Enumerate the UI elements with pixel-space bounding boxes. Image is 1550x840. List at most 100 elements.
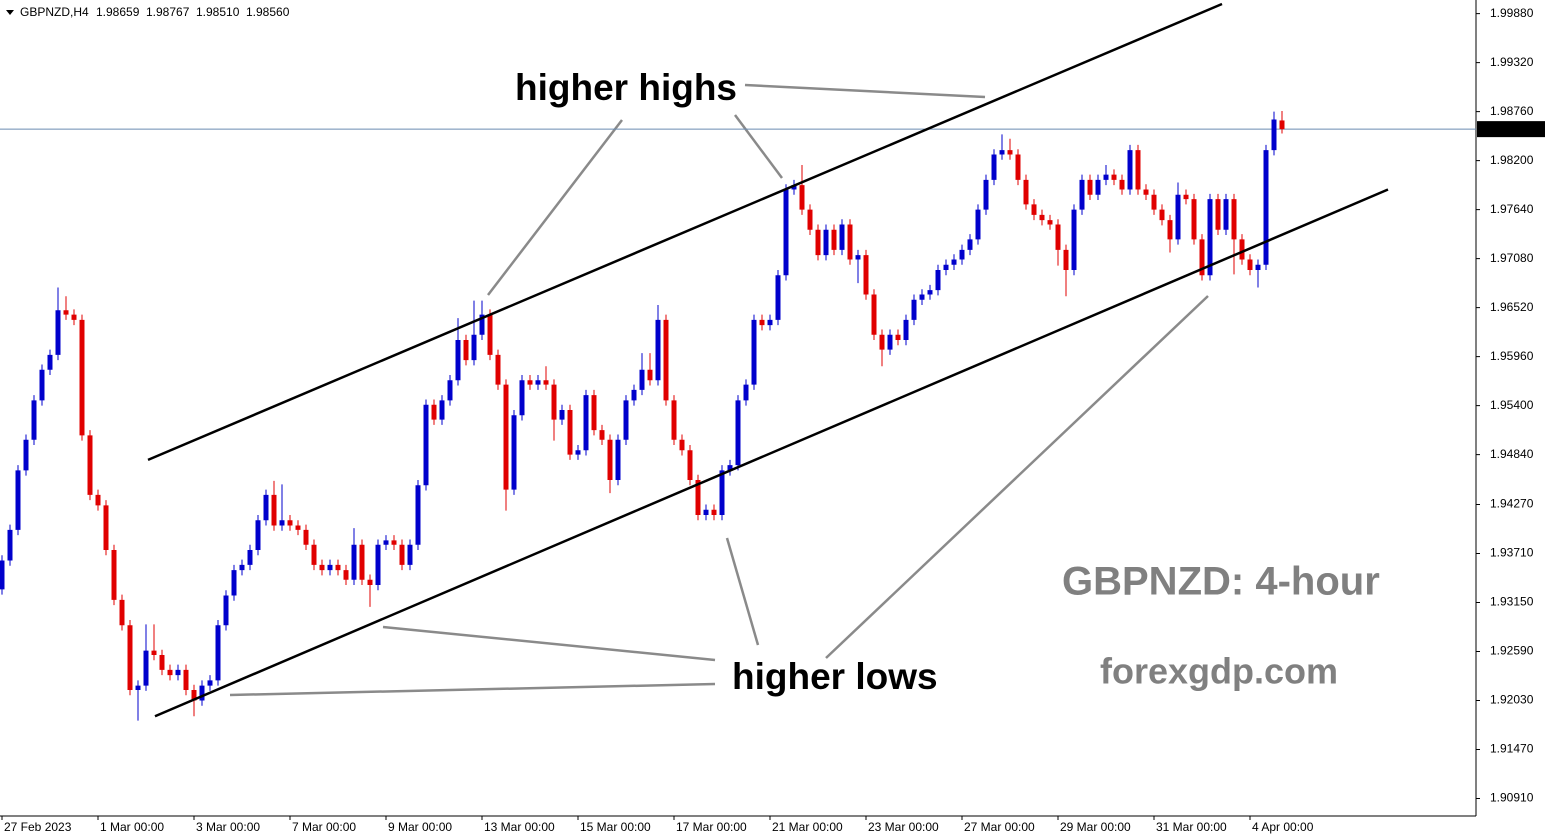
candle-body [375, 544, 381, 585]
x-tick-label: 4 Apr 00:00 [1252, 820, 1314, 834]
candle-body [367, 579, 373, 585]
candle-body [607, 439, 613, 480]
candle-body [0, 560, 5, 590]
candle-body [239, 564, 245, 571]
candle-body [1223, 199, 1229, 230]
y-tick-label: 1.90910 [1490, 791, 1534, 805]
candle-body [1071, 209, 1077, 270]
candle-body [935, 270, 941, 291]
candle-body [87, 435, 93, 495]
x-tick-label: 1 Mar 00:00 [100, 820, 164, 834]
candle-body [1151, 194, 1157, 210]
y-tick-label: 1.94270 [1490, 497, 1534, 511]
candle-body [743, 384, 749, 401]
trendline [154, 188, 1389, 718]
candle-body [655, 319, 661, 381]
candle-body [15, 470, 21, 530]
candle-body [527, 380, 533, 385]
candle-body [759, 319, 765, 326]
price-tag-label: 1.98560 [1490, 121, 1534, 135]
watermark: GBPNZD: 4-hour [1062, 560, 1380, 604]
candle-body [695, 480, 701, 515]
candle-body [199, 685, 205, 701]
candle-body [1239, 239, 1245, 260]
y-tick-label: 1.95400 [1490, 398, 1534, 412]
candle-body [1119, 179, 1125, 190]
candle-body [623, 400, 629, 440]
candle-body [1023, 179, 1029, 205]
candle-body [63, 310, 69, 315]
candle-body [543, 380, 549, 385]
y-tick-label: 1.91470 [1490, 742, 1534, 756]
candle-body [223, 595, 229, 626]
candle-body [1007, 150, 1013, 155]
y-tick-label: 1.93710 [1490, 546, 1534, 560]
candle-body [911, 299, 917, 320]
candle-body [535, 380, 541, 385]
candle-body [295, 525, 301, 530]
candle-body [207, 680, 213, 686]
candle-body [71, 314, 77, 320]
candle-body [951, 259, 957, 265]
pointer-line [744, 83, 986, 99]
watermark: forexgdp.com [1100, 651, 1338, 692]
candle-body [47, 354, 53, 370]
x-tick-label: 17 Mar 00:00 [676, 820, 747, 834]
candle-body [151, 650, 157, 655]
candle-body [815, 229, 821, 256]
y-tick-label: 1.99320 [1490, 55, 1534, 69]
candle-body [431, 404, 437, 420]
candle-body [55, 310, 61, 355]
pointer-line [382, 625, 716, 662]
trendline [147, 2, 1223, 462]
pointer-lines [229, 83, 1209, 697]
candle-body [639, 369, 645, 390]
candle-body [879, 334, 885, 350]
candle-body [111, 550, 117, 600]
candle-body [831, 229, 837, 250]
candle-body [1199, 239, 1205, 276]
candle-body [871, 294, 877, 335]
candle-body [1191, 199, 1197, 240]
candle-body [359, 544, 365, 580]
candle-body [719, 470, 725, 515]
x-tick-label: 31 Mar 00:00 [1156, 820, 1227, 834]
candle-body [311, 544, 317, 565]
x-tick-label: 9 Mar 00:00 [388, 820, 452, 834]
pointer-line [229, 682, 716, 697]
candle-body [247, 550, 253, 565]
candle-body [559, 410, 565, 420]
candle-body [647, 369, 653, 381]
y-tick-label: 1.98200 [1490, 153, 1534, 167]
y-tick-label: 1.92030 [1490, 693, 1534, 707]
candle-body [231, 570, 237, 596]
candle-body [351, 544, 357, 580]
candle-body [855, 255, 861, 260]
candle-body [255, 520, 261, 550]
menu-arrow[interactable] [6, 10, 14, 15]
candle-body [175, 669, 181, 676]
y-tick-label: 1.96520 [1490, 300, 1534, 314]
candle-body [975, 209, 981, 240]
candle-body [663, 319, 669, 401]
candle-body [327, 564, 333, 571]
candle-body [1279, 120, 1285, 130]
y-tick-label: 1.99880 [1490, 6, 1534, 20]
candle-body [919, 294, 925, 300]
y-tick-label: 1.97080 [1490, 251, 1534, 265]
candle-body [567, 410, 573, 455]
candle-body [335, 564, 341, 571]
candle-body [119, 599, 125, 626]
candle-body [127, 625, 133, 690]
candle-body [23, 439, 29, 471]
candle-body [551, 384, 557, 420]
candle-body [463, 340, 469, 361]
y-tick-label: 1.98760 [1490, 104, 1534, 118]
candle-body [727, 465, 733, 471]
candle-body [1247, 259, 1253, 270]
y-tick-label: 1.94840 [1490, 447, 1534, 461]
candle-body [847, 224, 853, 260]
candle-body [1095, 179, 1101, 195]
candle-body [751, 319, 757, 385]
